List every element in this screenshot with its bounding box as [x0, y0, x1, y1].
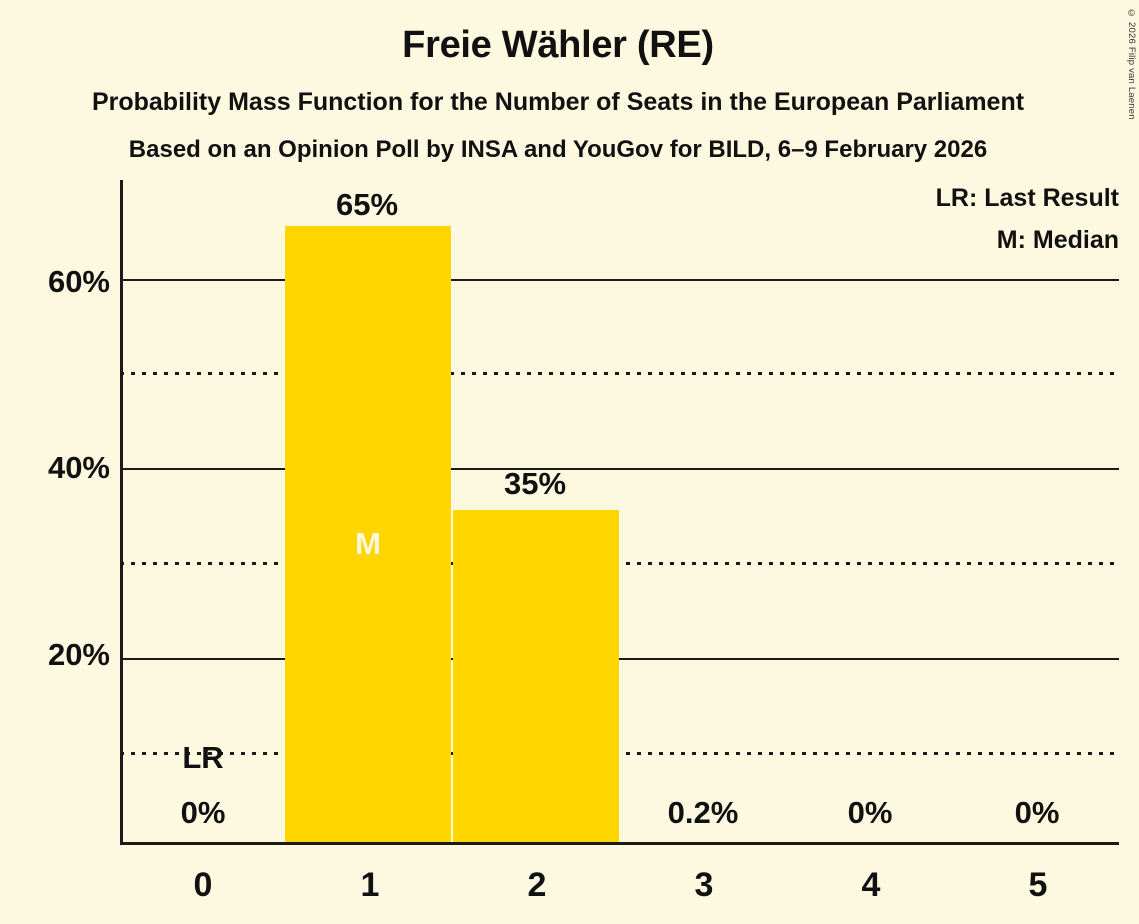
bar-label-seat-5: 0%	[1014, 795, 1060, 830]
y-axis-line	[120, 180, 123, 845]
legend-last-result: LR: Last Result	[935, 184, 1119, 212]
gridline-50	[120, 372, 1119, 375]
bar-label-seat-2: 35%	[503, 466, 567, 501]
legend-median: M: Median	[996, 226, 1119, 254]
gridline-40	[120, 468, 1119, 470]
plot-area	[120, 180, 1119, 845]
x-tick-label-0: 0	[193, 866, 213, 904]
last-result-marker: LR	[182, 740, 224, 775]
page-title: Freie Wähler (RE)	[402, 24, 714, 66]
y-tick-label-40: 40%	[47, 450, 110, 485]
x-tick-label-1: 1	[360, 866, 380, 904]
x-tick-label-2: 2	[527, 866, 547, 904]
bar-label-seat-3: 0.2%	[667, 795, 739, 830]
x-tick-label-4: 4	[861, 866, 881, 904]
bar-seat-1[interactable]	[285, 226, 451, 842]
bar-label-seat-4: 0%	[847, 795, 893, 830]
bar-label-seat-1: 65%	[335, 187, 399, 222]
chart-subtitle: Probability Mass Function for the Number…	[91, 88, 1025, 116]
copyright-notice: © 2026 Filip van Laenen	[1126, 8, 1137, 120]
bar-seat-2[interactable]	[453, 510, 619, 842]
bar-label-seat-0: 0%	[180, 795, 226, 830]
y-tick-label-20: 20%	[47, 637, 110, 672]
chart-source-line: Based on an Opinion Poll by INSA and You…	[128, 136, 988, 163]
x-axis-line	[120, 842, 1119, 845]
gridline-60	[120, 279, 1119, 281]
gridline-30	[120, 562, 1119, 565]
y-tick-label-60: 60%	[47, 264, 110, 299]
x-tick-label-3: 3	[694, 866, 714, 904]
gridline-20	[120, 658, 1119, 660]
gridline-10	[120, 752, 1119, 755]
median-marker: M	[355, 526, 381, 561]
x-tick-label-5: 5	[1028, 866, 1048, 904]
